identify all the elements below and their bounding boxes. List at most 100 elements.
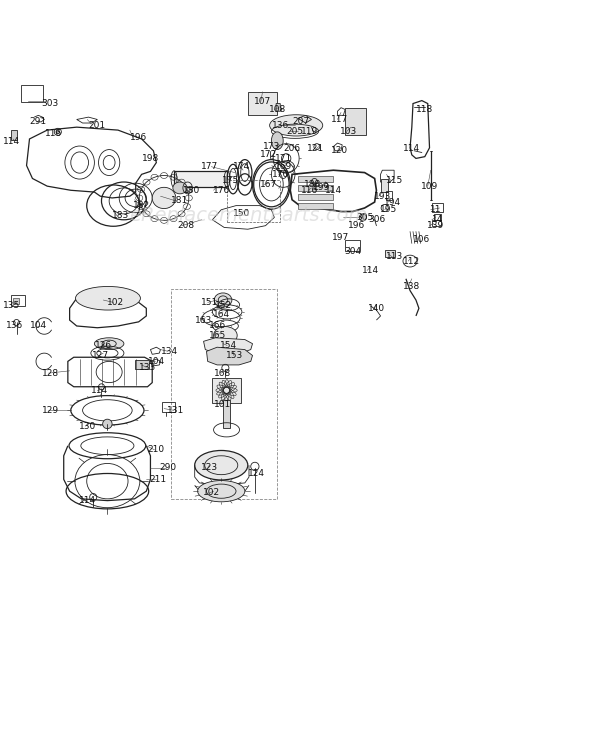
Text: 183: 183 (112, 211, 130, 220)
Text: 135: 135 (3, 301, 21, 310)
Text: 115: 115 (385, 176, 403, 185)
Ellipse shape (214, 327, 237, 344)
Text: 196: 196 (130, 132, 148, 141)
Text: 181: 181 (171, 196, 189, 205)
Text: 14: 14 (432, 215, 444, 224)
Bar (386, 191, 392, 199)
Text: 138: 138 (403, 282, 421, 291)
Text: 124: 124 (248, 469, 265, 478)
Ellipse shape (76, 286, 140, 310)
Text: 136: 136 (271, 121, 289, 130)
Text: 172: 172 (260, 150, 277, 159)
Text: 164: 164 (212, 310, 230, 318)
Bar (135, 360, 149, 369)
Text: 134: 134 (161, 347, 179, 356)
Bar (298, 202, 333, 208)
Text: 131: 131 (167, 405, 185, 415)
Text: 114: 114 (362, 266, 379, 275)
Text: 194: 194 (384, 198, 401, 207)
Text: 165: 165 (208, 331, 226, 340)
Text: 196: 196 (348, 221, 366, 230)
Text: 109: 109 (421, 182, 438, 190)
Bar (432, 219, 441, 225)
Text: 116: 116 (44, 129, 62, 138)
Polygon shape (298, 115, 312, 123)
Polygon shape (276, 103, 282, 111)
Text: 120: 120 (330, 147, 348, 155)
Bar (345, 109, 366, 135)
Text: 176: 176 (212, 186, 230, 195)
Text: 102: 102 (106, 298, 124, 307)
Text: 114: 114 (403, 144, 421, 153)
Text: 211: 211 (149, 475, 167, 484)
Text: 180: 180 (183, 186, 201, 195)
Bar (171, 289, 277, 498)
Circle shape (103, 419, 112, 429)
Text: 117: 117 (330, 115, 348, 124)
Text: 199: 199 (313, 184, 330, 193)
Text: 207: 207 (292, 117, 310, 126)
Text: 103: 103 (339, 126, 357, 135)
Text: 123: 123 (201, 463, 218, 472)
Bar (434, 214, 441, 219)
Text: 195: 195 (379, 205, 397, 214)
Text: 291: 291 (30, 117, 47, 126)
Text: 173: 173 (263, 142, 280, 151)
Text: 127: 127 (91, 351, 109, 360)
Bar (298, 176, 333, 182)
Text: 153: 153 (226, 351, 244, 360)
Text: 151: 151 (201, 298, 218, 307)
Text: 130: 130 (78, 422, 96, 431)
Text: 104: 104 (148, 357, 165, 366)
Polygon shape (204, 338, 253, 353)
Text: 188: 188 (304, 180, 322, 189)
Bar (432, 202, 442, 211)
Text: 114: 114 (78, 496, 96, 505)
Bar (162, 402, 175, 412)
Text: 154: 154 (220, 341, 238, 350)
Text: 177: 177 (201, 162, 218, 171)
Text: 169: 169 (274, 162, 292, 171)
Bar (13, 298, 19, 304)
Bar (345, 240, 360, 251)
Ellipse shape (94, 338, 124, 350)
Text: 107: 107 (254, 97, 271, 106)
Text: 193: 193 (373, 192, 391, 201)
Text: 114: 114 (324, 186, 342, 195)
Text: 104: 104 (30, 321, 47, 330)
Text: 150: 150 (233, 209, 251, 219)
Text: 140: 140 (368, 304, 385, 312)
Text: 128: 128 (41, 369, 59, 378)
Ellipse shape (198, 481, 245, 501)
Text: 108: 108 (268, 105, 286, 114)
Text: 139: 139 (427, 221, 444, 230)
Ellipse shape (271, 132, 283, 150)
Text: 11: 11 (430, 205, 441, 214)
Text: 102: 102 (202, 489, 220, 498)
Text: 133: 133 (139, 363, 156, 372)
Text: 119: 119 (301, 126, 319, 135)
Text: 114: 114 (3, 138, 21, 147)
Text: 201: 201 (88, 121, 106, 130)
Text: 152: 152 (214, 301, 232, 310)
Text: 129: 129 (41, 405, 59, 415)
Text: 114: 114 (90, 386, 108, 395)
Bar (174, 171, 227, 187)
Ellipse shape (195, 450, 248, 480)
Text: 118: 118 (416, 105, 434, 114)
Text: 106: 106 (413, 235, 431, 244)
Circle shape (359, 214, 366, 221)
Bar (385, 250, 395, 257)
Bar (212, 378, 241, 403)
Text: 126: 126 (94, 341, 112, 350)
Bar (227, 180, 280, 222)
Polygon shape (206, 347, 253, 365)
Bar (381, 179, 388, 192)
Text: 121: 121 (307, 144, 324, 153)
Ellipse shape (173, 182, 187, 194)
Text: 303: 303 (41, 99, 59, 108)
Text: 175: 175 (221, 176, 239, 185)
Ellipse shape (214, 293, 232, 307)
Bar (248, 92, 277, 115)
Ellipse shape (270, 115, 323, 136)
